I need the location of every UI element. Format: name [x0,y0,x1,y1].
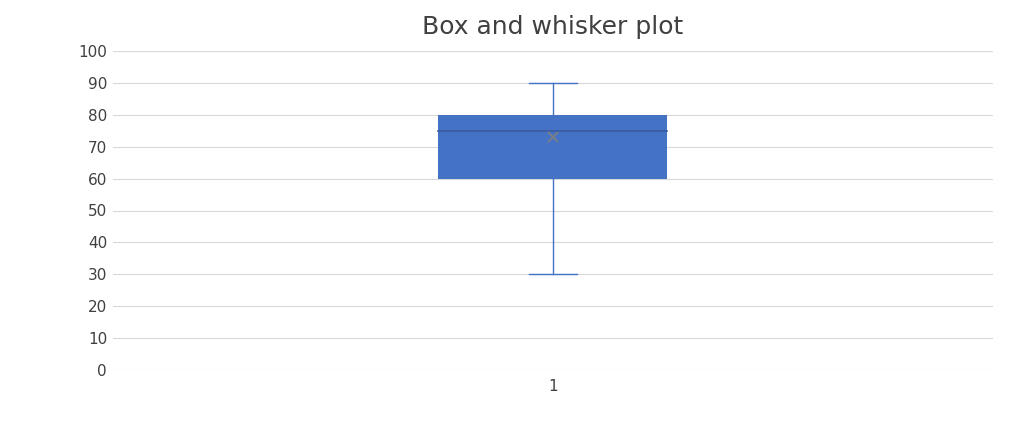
Bar [438,115,668,179]
Title: Box and whisker plot: Box and whisker plot [422,15,684,39]
